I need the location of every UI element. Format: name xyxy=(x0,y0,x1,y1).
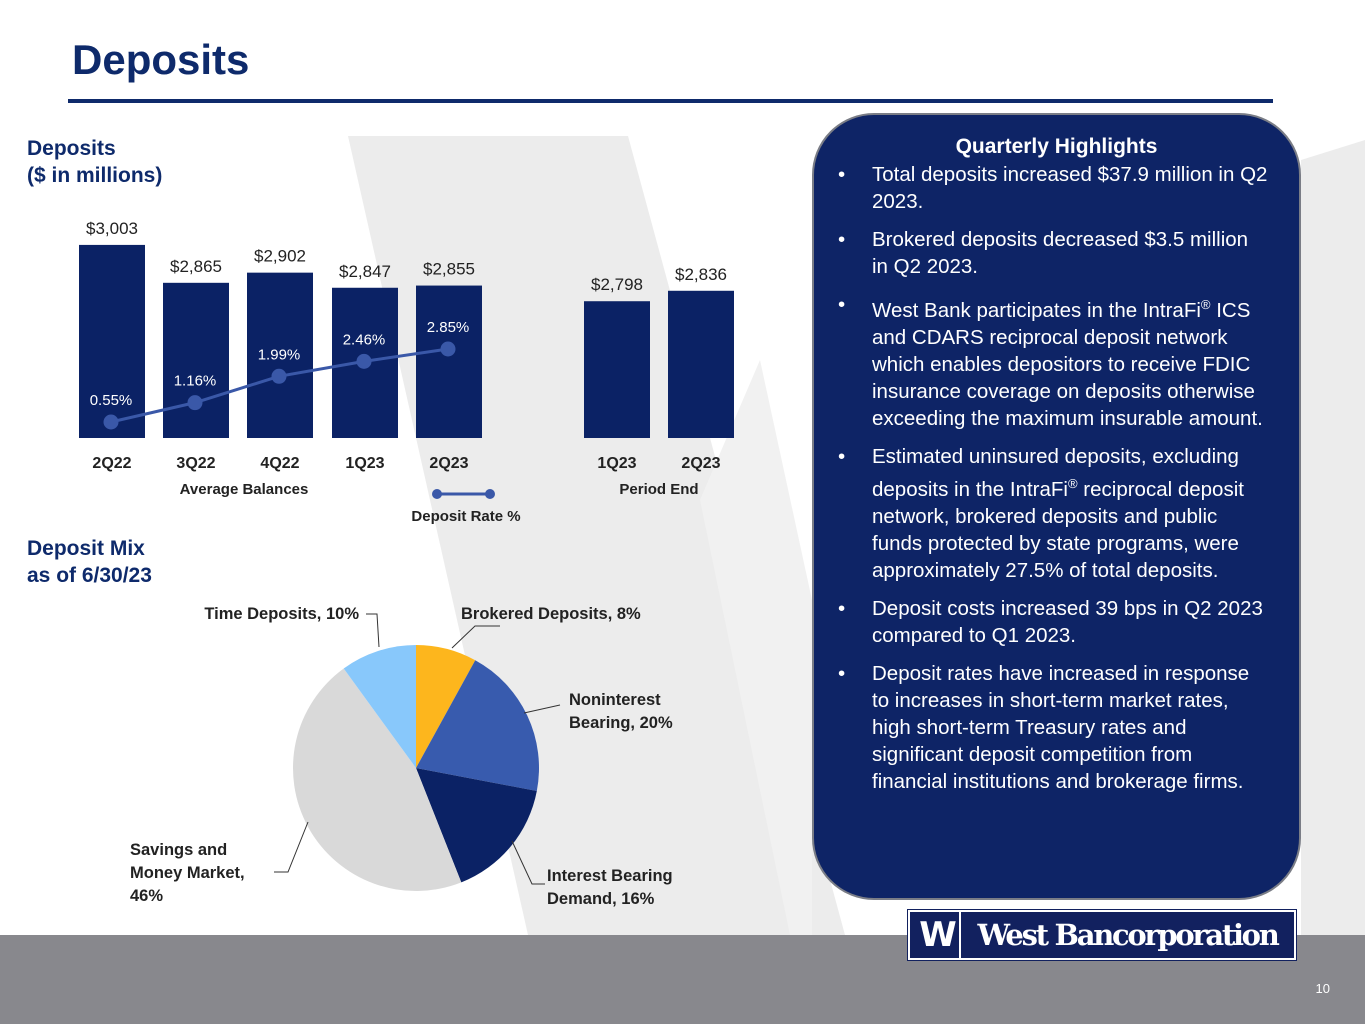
pie-label-savings: Savings and Money Market, 46% xyxy=(130,841,245,905)
pie-label-brokered-line: Brokered Deposits, 8% xyxy=(461,605,641,623)
highlight-text: Estimated uninsured deposits, excluding … xyxy=(872,444,1244,582)
highlight-text: Deposit costs increased 39 bps in Q2 202… xyxy=(872,596,1263,647)
logo-wordmark: West Bancorporation xyxy=(977,918,1280,952)
pie-label-interest: Interest Bearing Demand, 16% xyxy=(547,867,673,908)
highlight-item: • Total deposits increased $37.9 million … xyxy=(838,161,1299,215)
avg-category-label: 1Q23 xyxy=(345,455,384,472)
legend-label: Deposit Rate % xyxy=(411,508,520,525)
period-end-category-label: 2Q23 xyxy=(681,455,720,472)
period-end-value-label: $2,836 xyxy=(675,265,727,284)
deposit-rate-label: 2.85% xyxy=(427,319,470,336)
period-end-label: Period End xyxy=(619,481,698,498)
average-balances-label: Average Balances xyxy=(180,481,309,498)
logo-w-mark: W xyxy=(913,912,961,958)
pie-label-interest-line: Demand, 16% xyxy=(547,890,655,908)
pie-label-brokered: Brokered Deposits, 8% xyxy=(461,605,641,623)
legend-point-left xyxy=(432,489,442,499)
bullet-marker: • xyxy=(838,444,846,468)
period-end-bar-2q23 xyxy=(668,290,734,438)
period-end-bar-1q23 xyxy=(584,301,650,438)
deposit-rate-label: 2.46% xyxy=(343,331,386,348)
avg-bar-4q22 xyxy=(247,272,313,438)
highlight-item: • Deposit rates have increased in respons… xyxy=(838,660,1299,795)
highlight-item: • West Bank participates in the IntraFi® … xyxy=(838,291,1299,432)
deposit-rate-point xyxy=(356,353,372,369)
pie-slice-savings xyxy=(293,668,462,891)
avg-value-label: $2,855 xyxy=(423,260,475,279)
leader-interest xyxy=(511,840,545,885)
highlight-text: Deposit rates have increased in response… xyxy=(872,661,1250,793)
avg-value-label: $2,902 xyxy=(254,247,306,266)
avg-category-label: 2Q22 xyxy=(92,455,131,472)
highlight-text: Brokered deposits decreased $3.5 million… xyxy=(872,228,1249,278)
pie-label-noninterest: Noninterest Bearing, 20% xyxy=(569,691,673,732)
pie-label-noninterest-line: Bearing, 20% xyxy=(569,714,673,732)
legend-point-right xyxy=(485,489,495,499)
avg-bar-2q23 xyxy=(416,285,482,438)
avg-bar-3q22 xyxy=(163,282,229,438)
bullet-marker: • xyxy=(838,228,846,251)
mix-title-line1: Deposit Mix xyxy=(27,537,145,560)
page-title: Deposits xyxy=(72,36,250,83)
avg-value-label: $2,865 xyxy=(170,257,222,276)
leader-brokered xyxy=(451,625,500,649)
pie-label-interest-line: Interest Bearing xyxy=(547,867,673,885)
avg-value-label: $2,847 xyxy=(339,262,391,281)
pie-label-time: Time Deposits, 10% xyxy=(204,605,359,623)
deposits-section-title: Deposits ($ in millions) xyxy=(27,135,162,189)
bullet-marker: • xyxy=(838,163,846,186)
mix-title-line2: as of 6/30/23 xyxy=(27,564,152,587)
highlight-item: • Brokered deposits decreased $3.5 millio… xyxy=(838,226,1299,280)
title-divider xyxy=(68,99,1273,103)
west-bancorporation-logo: W West Bancorporation xyxy=(907,909,1297,961)
highlight-text: West Bank participates in the IntraFi® I… xyxy=(872,297,1263,430)
avg-category-label: 4Q22 xyxy=(260,455,299,472)
pie-slice-interest xyxy=(416,768,537,883)
deposit-rate-label: 0.55% xyxy=(90,392,133,409)
leader-noninterest xyxy=(523,704,561,714)
avg-bar-2q22 xyxy=(79,244,145,438)
deposit-rate-label: 1.16% xyxy=(174,373,217,390)
pie-slice-time xyxy=(343,645,416,768)
avg-category-label: 3Q22 xyxy=(176,455,215,472)
deposits-title-line2: ($ in millions) xyxy=(27,164,163,187)
period-end-category-label: 1Q23 xyxy=(597,455,636,472)
deposit-rate-point xyxy=(271,368,287,384)
deposits-title-line1: Deposits xyxy=(27,137,116,160)
avg-category-label: 2Q23 xyxy=(429,455,468,472)
page-number: 10 xyxy=(1315,981,1330,996)
pie-label-savings-line: 46% xyxy=(130,887,163,905)
pie-slice-noninterest xyxy=(416,660,539,792)
pie-label-time-line: Time Deposits, 10% xyxy=(204,605,359,623)
deposit-rate-point xyxy=(440,341,456,357)
bullet-marker: • xyxy=(838,293,846,316)
bullet-marker: • xyxy=(838,596,846,620)
pie-label-savings-line: Savings and xyxy=(130,841,227,859)
highlight-item: • Deposit costs increased 39 bps in Q2 20… xyxy=(838,595,1299,649)
highlights-list: • Total deposits increased $37.9 million … xyxy=(814,161,1299,795)
deposit-rate-point xyxy=(103,414,119,430)
bullet-marker: • xyxy=(838,661,846,685)
leader-savings xyxy=(274,821,309,873)
highlight-item: • Estimated uninsured deposits, excluding… xyxy=(838,443,1299,584)
pie-label-savings-line: Money Market, xyxy=(130,864,245,882)
deposit-mix-section-title: Deposit Mix as of 6/30/23 xyxy=(27,535,152,589)
leader-time xyxy=(366,613,380,648)
deposit-rate-point xyxy=(187,395,203,411)
highlights-title: Quarterly Highlights xyxy=(955,135,1158,158)
avg-value-label: $3,003 xyxy=(86,219,138,238)
period-end-value-label: $2,798 xyxy=(591,275,643,294)
deposit-rate-label: 1.99% xyxy=(258,346,301,363)
pie-label-noninterest-line: Noninterest xyxy=(569,691,661,709)
pie-slice-brokered xyxy=(416,645,476,768)
highlight-text: Total deposits increased $37.9 million i… xyxy=(872,163,1268,213)
quarterly-highlights-panel: Quarterly Highlights • Total deposits inc… xyxy=(812,113,1301,900)
